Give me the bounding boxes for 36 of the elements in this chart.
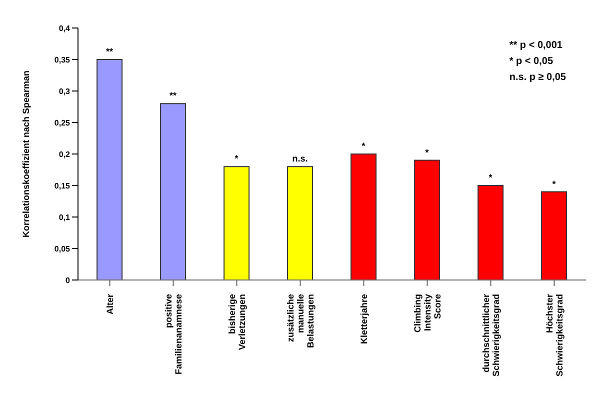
x-tick-label: Alter	[104, 294, 115, 315]
bar	[478, 185, 504, 280]
annotation: n.s. p ≥ 0,05	[509, 71, 566, 85]
data-label: *	[425, 147, 430, 158]
data-label: *	[234, 154, 239, 164]
y-tick-label: 0,4	[58, 24, 71, 33]
y-tick-label: 0,15	[54, 181, 71, 190]
bar	[350, 154, 377, 280]
data-label: n.s.	[292, 154, 308, 164]
bar	[287, 166, 314, 280]
y-tick-label: 0,3	[58, 86, 71, 96]
bar	[414, 160, 440, 280]
bar	[541, 191, 568, 280]
y-tick-label: 0,35	[54, 55, 71, 64]
x-tick-label: bisherige Verletzungen	[226, 294, 247, 350]
y-tick-label: 0,1	[58, 212, 71, 222]
x-tick-label: durchschnittlicher Schwierigkeitsgrad	[480, 294, 501, 377]
data-label: *	[552, 178, 556, 189]
bar	[224, 166, 250, 280]
y-tick-label: 0	[66, 276, 71, 285]
data-label: **	[170, 90, 178, 101]
data-label: *	[362, 141, 366, 151]
annotation: ** p < 0,001	[509, 39, 564, 53]
bar	[96, 59, 123, 280]
x-tick-label: Kletterjahre	[358, 294, 369, 344]
annotation: * p < 0,05	[509, 55, 554, 69]
y-tick-label: 0,25	[54, 118, 71, 128]
y-tick-label: 0,2	[58, 150, 71, 159]
data-label: *	[488, 172, 493, 182]
data-label: **	[106, 46, 114, 56]
y-tick-label: 0,05	[54, 244, 71, 254]
y-axis-title: Korrelationskoeffizient nach Spearman	[21, 70, 32, 238]
x-tick-label: zusätzliche manuelle Belastungen	[285, 294, 316, 348]
x-tick-label: Climbing Intensity Score	[412, 294, 442, 332]
x-tick-label: positive Familienanamnese	[163, 294, 184, 375]
bar	[160, 103, 186, 280]
